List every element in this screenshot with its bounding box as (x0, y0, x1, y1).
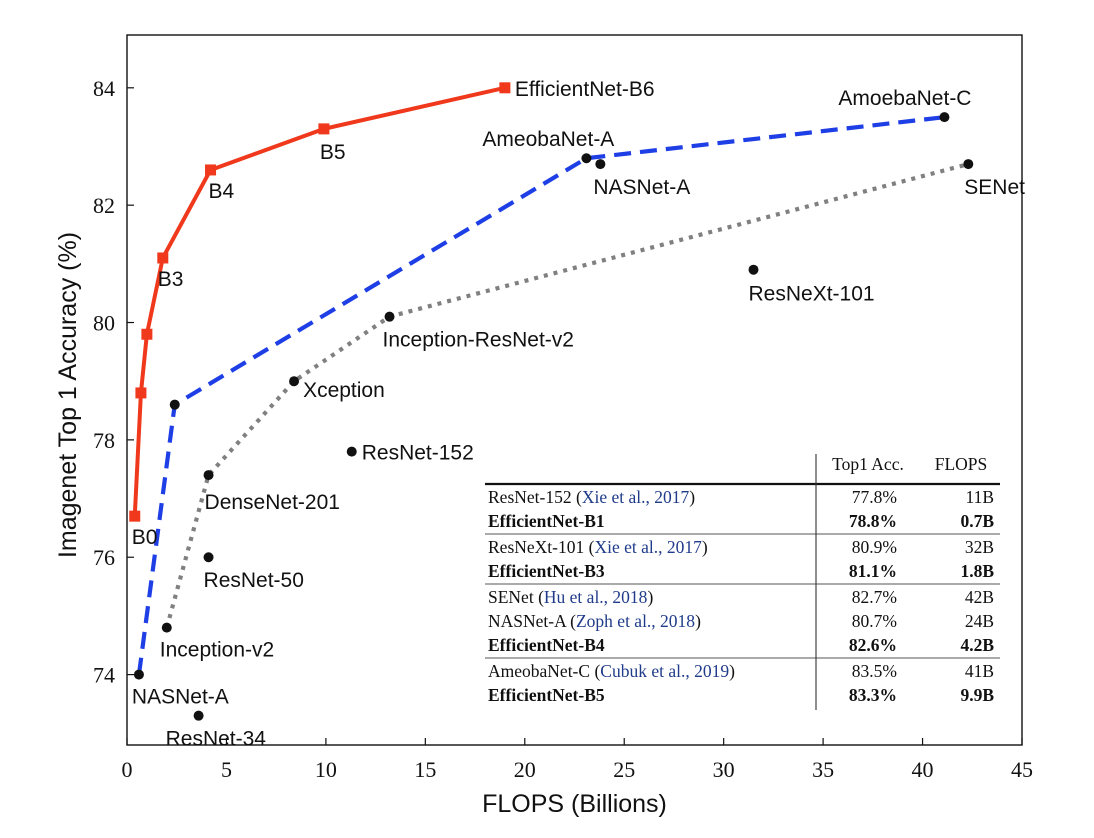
marker-dot (384, 311, 395, 322)
marker-dot (939, 112, 950, 123)
y-tick-label: 78 (93, 428, 115, 453)
marker-square (499, 82, 511, 94)
marker-square (135, 387, 147, 399)
marker-dot (161, 622, 172, 633)
marker-dot (169, 399, 180, 410)
y-tick-label: 76 (93, 545, 115, 570)
table-model-cell: EfficientNet-B5 (488, 685, 605, 705)
table-model-cell: EfficientNet-B3 (488, 561, 605, 581)
table-model-cell: EfficientNet-B4 (488, 635, 605, 655)
point-label: ResNet-152 (362, 442, 474, 465)
x-tick-label: 15 (414, 757, 436, 782)
table-header-cell: FLOPS (935, 454, 988, 474)
marker-dot (346, 446, 357, 457)
series-line-dotted (164, 162, 969, 629)
x-tick-label: 25 (613, 757, 635, 782)
table-model-cell: EfficientNet-B1 (488, 511, 605, 531)
marker-dot (581, 153, 592, 164)
table-flops-cell: 11B (965, 487, 994, 507)
point-label: AmoebaNet-C (838, 87, 971, 110)
table-acc-cell: 77.8% (852, 487, 897, 507)
x-tick-label: 45 (1011, 757, 1033, 782)
x-tick-label: 40 (912, 757, 934, 782)
x-axis-title: FLOPS (Billions) (482, 790, 667, 818)
table-flops-cell: 9.9B (960, 685, 994, 705)
point-label: B0 (132, 526, 158, 549)
table-acc-cell: 83.3% (849, 685, 897, 705)
table-acc-cell: 82.7% (852, 587, 897, 607)
marker-square (318, 123, 330, 135)
table-model-cell: ResNeXt-101 (Xie et al., 2017) (488, 537, 708, 557)
y-tick-label: 84 (93, 76, 115, 101)
marker-square (129, 510, 141, 522)
x-tick-label: 10 (315, 757, 337, 782)
table-flops-cell: 42B (965, 587, 994, 607)
marker-dot (133, 669, 144, 680)
marker-dot (963, 159, 974, 170)
y-tick-label: 82 (93, 193, 115, 218)
marker-dot (289, 376, 300, 387)
table-flops-cell: 32B (965, 537, 994, 557)
table-model-cell: NASNet-A (Zoph et al., 2018) (488, 611, 701, 631)
x-tick-label: 30 (713, 757, 735, 782)
y-tick-label: 80 (93, 311, 115, 336)
table-flops-cell: 4.2B (960, 635, 994, 655)
marker-dot (748, 264, 759, 275)
marker-dot (203, 470, 214, 481)
x-tick-label: 35 (812, 757, 834, 782)
plot-frame (126, 34, 1023, 746)
table-acc-cell: 82.6% (849, 635, 897, 655)
table-model-cell: SENet (Hu et al., 2018) (488, 587, 653, 607)
table-acc-cell: 80.7% (852, 611, 897, 631)
point-label: ResNet-34 (166, 728, 267, 751)
x-tick-label: 0 (122, 757, 133, 782)
point-label: Xception (303, 379, 385, 402)
y-axis-title: Imagenet Top 1 Accuracy (%) (54, 232, 82, 558)
marker-square (157, 252, 169, 264)
point-label: NASNet-A (593, 176, 690, 199)
marker-dot (193, 710, 204, 721)
point-label: ResNet-50 (204, 569, 304, 592)
point-label: EfficientNet-B6 (515, 78, 655, 101)
series-line-dashed (136, 115, 945, 675)
marker-square (205, 164, 217, 176)
marker-square (141, 328, 153, 340)
table-flops-cell: 24B (965, 611, 994, 631)
table-flops-cell: 1.8B (960, 561, 994, 581)
point-label: B5 (320, 141, 346, 164)
x-tick-label: 5 (221, 757, 232, 782)
table-header-cell: Top1 Acc. (832, 454, 904, 474)
point-label: B4 (209, 180, 235, 203)
point-label: NASNet-A (132, 686, 229, 709)
table-acc-cell: 78.8% (849, 511, 897, 531)
marker-dot (595, 159, 606, 170)
point-label: SENet (964, 176, 1025, 199)
table-flops-cell: 41B (965, 661, 994, 681)
y-tick-label: 74 (93, 663, 115, 688)
point-label: Inception-v2 (160, 639, 274, 662)
marker-dot (203, 552, 214, 563)
table-acc-cell: 80.9% (852, 537, 897, 557)
table-acc-cell: 81.1% (849, 561, 897, 581)
x-tick-label: 20 (514, 757, 536, 782)
point-label: B3 (158, 268, 184, 291)
table-acc-cell: 83.5% (852, 661, 897, 681)
table-model-cell: AmeobaNet-C (Cubuk et al., 2019) (488, 661, 735, 681)
point-label: ResNeXt-101 (749, 283, 875, 306)
point-label: Inception-ResNet-v2 (383, 329, 574, 352)
point-label: AmeobaNet-A (482, 128, 614, 151)
table-flops-cell: 0.7B (960, 511, 994, 531)
table-model-cell: ResNet-152 (Xie et al., 2017) (488, 487, 695, 507)
point-label: DenseNet-201 (205, 491, 340, 514)
